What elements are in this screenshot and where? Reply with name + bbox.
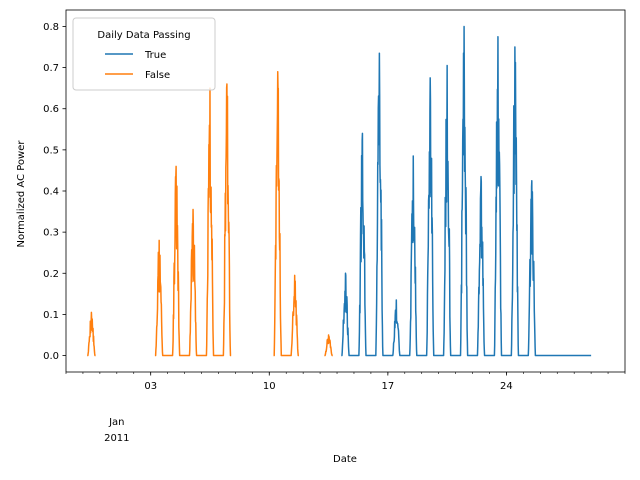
y-tick-label: 0.5 [43, 145, 59, 156]
x-tick-label: 03 [144, 381, 157, 392]
x-tick-label: 24 [500, 381, 513, 392]
legend-label-false: False [145, 70, 170, 81]
y-tick-label: 0.7 [43, 63, 59, 74]
y-tick-label: 0.0 [43, 351, 59, 362]
legend-label-true: True [144, 50, 166, 61]
series-line-true [341, 25, 592, 357]
legend-box [72, 17, 216, 91]
y-tick-label: 0.8 [43, 22, 59, 33]
legend-title: Daily Data Passing [97, 30, 190, 41]
x-month-label: Jan [108, 417, 124, 428]
y-tick-label: 0.6 [43, 104, 59, 115]
y-tick-label: 0.3 [43, 228, 59, 239]
y-axis-label: Normalized AC Power [16, 140, 27, 248]
x-year-label: 2011 [104, 433, 129, 444]
x-axis-label: Date [333, 454, 357, 465]
axes: 0.0 0.1 0.2 0.3 0.4 0.5 0.6 0.7 0.8 03 10 17 24 Jan 20… [43, 9, 626, 444]
y-tick-label: 0.2 [43, 269, 59, 280]
x-tick-label: 17 [381, 381, 394, 392]
x-tick-label: 10 [263, 381, 276, 392]
series-line-false [87, 70, 333, 357]
y-tick-label: 0.4 [43, 187, 59, 198]
plot-area [87, 25, 592, 357]
y-tick-label: 0.1 [43, 310, 59, 321]
legend: Daily Data Passing True False [72, 17, 216, 91]
